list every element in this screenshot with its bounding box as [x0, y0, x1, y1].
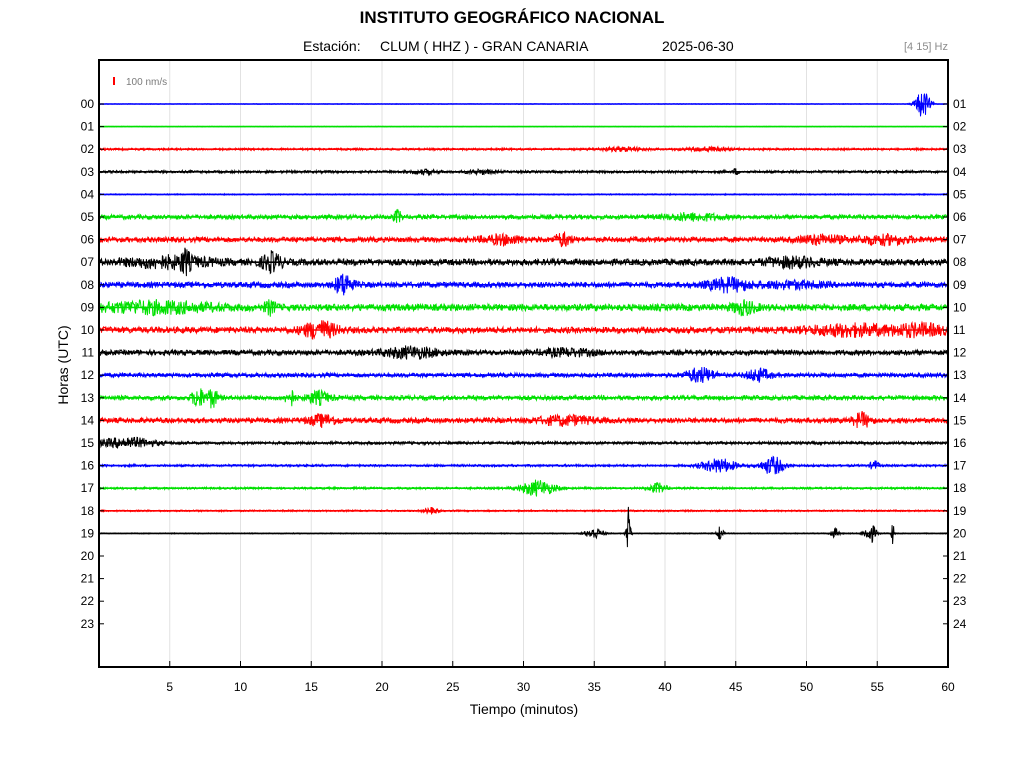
- hour-label-right: 21: [953, 549, 967, 563]
- hour-label-left: 12: [81, 368, 95, 382]
- hour-label-left: 00: [81, 97, 95, 111]
- hour-label-left: 14: [81, 413, 95, 427]
- hour-label-right: 16: [953, 436, 967, 450]
- hour-label-left: 10: [81, 323, 95, 337]
- hour-label-right: 05: [953, 187, 967, 201]
- hour-label-right: 12: [953, 346, 967, 360]
- x-tick-label: 40: [658, 680, 672, 694]
- x-tick-label: 35: [588, 680, 602, 694]
- hour-label-right: 17: [953, 459, 967, 473]
- hour-label-right: 07: [953, 233, 967, 247]
- hour-label-right: 04: [953, 165, 967, 179]
- hour-label-left: 17: [81, 481, 95, 495]
- x-axis-label: Tiempo (minutos): [470, 701, 578, 717]
- hour-label-left: 08: [81, 278, 95, 292]
- hour-label-right: 23: [953, 594, 967, 608]
- hour-label-right: 03: [953, 142, 967, 156]
- scale-label: 100 nm/s: [126, 77, 167, 88]
- trace-hour-13: [98, 388, 949, 409]
- station-name: CLUM ( HHZ ) - GRAN CANARIA: [380, 38, 589, 54]
- x-tick-label: 5: [166, 680, 173, 694]
- hour-label-left: 21: [81, 572, 95, 586]
- hour-label-right: 10: [953, 300, 967, 314]
- hour-label-right: 15: [953, 413, 967, 427]
- hour-label-right: 13: [953, 368, 967, 382]
- hour-label-left: 13: [81, 391, 95, 405]
- hour-label-right: 11: [953, 323, 966, 337]
- hour-label-left: 06: [81, 233, 95, 247]
- hour-label-left: 11: [82, 346, 95, 360]
- hour-label-right: 18: [953, 481, 967, 495]
- hour-label-right: 19: [953, 504, 967, 518]
- hour-label-right: 24: [953, 617, 967, 631]
- hour-labels: 00 01 02 03 04 05 06 07 08 09 10 11 12 13 14 15 16 17 18 19…: [81, 97, 967, 631]
- x-ticks: 5 10 15 20 25 30 35 40 45 50 55 60: [166, 661, 955, 694]
- hour-label-right: 09: [953, 278, 967, 292]
- station-label: Estación:: [303, 38, 361, 54]
- hour-label-right: 14: [953, 391, 967, 405]
- hour-label-left: 03: [81, 165, 95, 179]
- traces: [98, 93, 949, 548]
- trace-hour-06: [98, 231, 949, 248]
- hour-label-left: 02: [81, 142, 95, 156]
- trace-hour-11: [98, 345, 949, 360]
- x-tick-label: 50: [800, 680, 814, 694]
- y-axis-label: Horas (UTC): [55, 325, 71, 404]
- hour-label-left: 15: [81, 436, 95, 450]
- hour-label-left: 19: [81, 526, 95, 540]
- trace-hour-07: [98, 247, 949, 277]
- x-tick-label: 25: [446, 680, 460, 694]
- grid: [169, 60, 878, 667]
- hour-label-left: 07: [81, 255, 95, 269]
- hour-label-left: 05: [81, 210, 95, 224]
- x-tick-label: 30: [517, 680, 531, 694]
- hour-label-right: 08: [953, 255, 967, 269]
- trace-hour-09: [98, 299, 949, 317]
- x-tick-label: 45: [729, 680, 743, 694]
- hour-label-left: 20: [81, 549, 95, 563]
- x-tick-label: 55: [871, 680, 885, 694]
- hour-label-left: 01: [81, 120, 95, 134]
- x-tick-label: 10: [234, 680, 248, 694]
- hour-label-right: 22: [953, 572, 967, 586]
- hour-label-left: 23: [81, 617, 95, 631]
- hour-label-left: 04: [81, 187, 95, 201]
- hour-label-left: 16: [81, 459, 95, 473]
- hour-label-left: 22: [81, 594, 95, 608]
- x-tick-label: 15: [305, 680, 319, 694]
- hour-label-left: 18: [81, 504, 95, 518]
- hour-label-left: 09: [81, 300, 95, 314]
- hour-label-right: 02: [953, 120, 967, 134]
- hour-label-right: 01: [953, 97, 967, 111]
- chart-title: INSTITUTO GEOGRÁFICO NACIONAL: [359, 8, 665, 27]
- record-date: 2025-06-30: [662, 38, 734, 54]
- x-tick-label: 60: [941, 680, 955, 694]
- scale-bar: [113, 77, 115, 85]
- hour-label-right: 20: [953, 526, 967, 540]
- x-tick-label: 20: [375, 680, 389, 694]
- filter-band: [4 15] Hz: [903, 41, 948, 53]
- hour-label-right: 06: [953, 210, 967, 224]
